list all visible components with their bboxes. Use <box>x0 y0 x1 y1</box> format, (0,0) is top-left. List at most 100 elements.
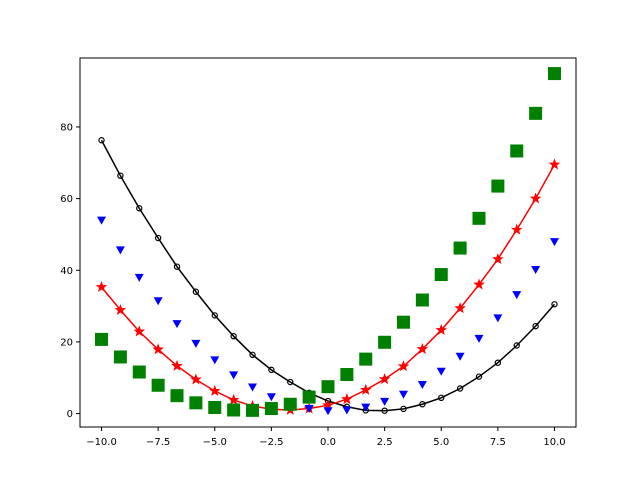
data-point <box>340 368 354 382</box>
data-point <box>359 383 372 395</box>
data-point <box>342 406 352 415</box>
data-point <box>210 356 220 365</box>
x-tick-label: −5.0 <box>203 437 227 448</box>
data-point <box>264 402 278 416</box>
data-point <box>95 332 109 346</box>
data-point <box>436 367 446 376</box>
data-point <box>381 407 388 414</box>
data-point <box>283 397 297 411</box>
y-tick-label: 20 <box>60 337 73 348</box>
data-point <box>549 238 559 247</box>
data-point <box>472 211 486 225</box>
data-point <box>419 401 426 408</box>
x-tick-label: −2.5 <box>259 437 283 448</box>
data-point <box>361 403 371 412</box>
data-point <box>172 320 182 329</box>
data-point <box>246 403 260 417</box>
y-tick-label: 80 <box>60 122 73 133</box>
data-point <box>416 343 429 354</box>
data-point <box>189 396 203 410</box>
data-point <box>453 241 467 255</box>
data-point <box>551 301 558 308</box>
data-point <box>492 253 504 265</box>
data-point <box>134 273 144 282</box>
plot-area <box>79 57 577 428</box>
data-point <box>323 407 333 416</box>
data-point <box>491 179 505 193</box>
data-point <box>97 216 107 225</box>
data-point <box>455 352 465 361</box>
data-point <box>380 397 390 406</box>
data-point <box>529 192 542 204</box>
data-point <box>473 278 485 290</box>
data-point <box>341 393 353 405</box>
data-point <box>115 246 125 255</box>
data-point <box>268 366 275 374</box>
data-point <box>151 378 165 392</box>
data-point <box>532 322 539 330</box>
data-point <box>211 312 218 319</box>
x-tick-label: 2.5 <box>377 437 393 448</box>
data-point <box>287 378 294 386</box>
data-point <box>227 403 241 417</box>
series-layer <box>95 67 561 417</box>
data-point <box>548 158 561 170</box>
series-2 <box>97 216 559 416</box>
data-point <box>454 302 466 314</box>
x-tick-label: −7.5 <box>146 437 170 448</box>
x-tick-label: −10.0 <box>86 437 117 448</box>
data-point <box>547 67 561 81</box>
data-point <box>302 390 316 404</box>
data-point <box>513 342 520 349</box>
data-point <box>494 359 502 366</box>
data-point <box>98 137 105 144</box>
data-point <box>359 352 373 366</box>
x-tick-label: 5.0 <box>433 437 449 448</box>
data-point <box>510 144 524 158</box>
x-axis: −10.0 −7.5 −5.0 −2.5 0.0 2.5 5.0 7.5 10.0 <box>86 427 566 448</box>
data-point <box>249 351 256 359</box>
data-point <box>170 389 184 403</box>
y-tick-label: 60 <box>60 194 73 205</box>
data-point <box>114 303 127 315</box>
data-point <box>510 223 523 235</box>
data-point <box>396 315 410 329</box>
data-point <box>117 172 124 179</box>
data-point <box>209 384 221 396</box>
data-point <box>417 381 427 390</box>
data-point <box>415 293 429 307</box>
data-point <box>400 405 407 413</box>
data-point <box>529 106 543 120</box>
series-3 <box>95 67 561 417</box>
data-point <box>435 324 447 335</box>
data-point <box>398 390 408 399</box>
y-tick-label: 0 <box>67 409 73 420</box>
data-point <box>191 339 201 348</box>
data-point <box>321 380 335 394</box>
data-point <box>208 400 222 414</box>
x-tick-label: 7.5 <box>490 437 506 448</box>
y-axis: 0 20 40 60 80 <box>60 122 80 420</box>
data-point <box>153 297 163 306</box>
data-point <box>266 393 276 402</box>
data-point <box>378 335 392 349</box>
data-point <box>173 263 181 270</box>
data-point <box>378 373 391 385</box>
data-point <box>133 325 146 337</box>
data-point <box>531 266 541 275</box>
data-point <box>474 334 484 343</box>
data-point <box>154 234 162 242</box>
data-point <box>230 332 237 340</box>
y-tick-label: 40 <box>60 266 73 277</box>
data-point <box>434 268 448 282</box>
data-point <box>229 371 239 380</box>
x-tick-label: 0.0 <box>320 437 336 448</box>
data-point <box>438 394 445 402</box>
data-point <box>456 385 464 392</box>
x-tick-label: 10.0 <box>543 437 565 448</box>
data-point <box>397 360 410 372</box>
data-point <box>190 373 202 385</box>
data-point <box>95 281 108 292</box>
data-point <box>493 314 503 323</box>
